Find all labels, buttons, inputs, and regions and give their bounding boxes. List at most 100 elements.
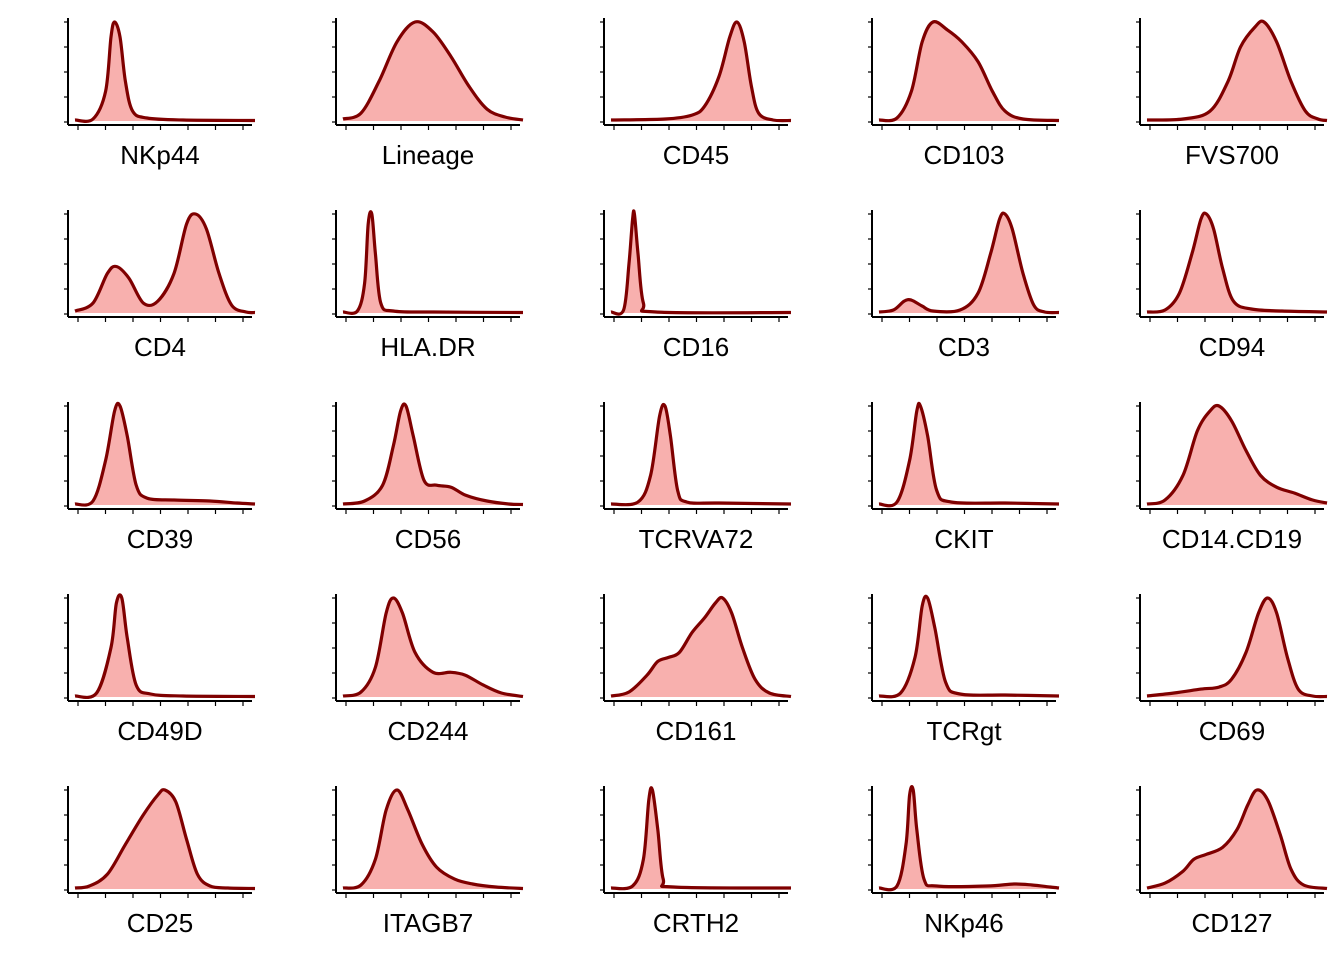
density-area <box>1147 405 1327 505</box>
density-line <box>1146 596 1328 699</box>
panel-label: CD69 <box>1198 716 1266 746</box>
density-panel: CD127 <box>1072 768 1340 960</box>
density-area <box>75 594 255 698</box>
density-plot <box>868 785 1060 898</box>
density-area <box>879 596 1059 697</box>
density-panel: FVS700 <box>1072 0 1340 192</box>
density-plot <box>600 402 792 514</box>
density-line <box>74 788 256 891</box>
panel-label: CD14.CD19 <box>1161 524 1303 554</box>
panel-label: CD16 <box>662 332 730 362</box>
panel-label: TCRVA72 <box>638 524 754 554</box>
density-plot <box>332 18 524 130</box>
panel-label: CD127 <box>1191 908 1273 938</box>
density-panel: CD49D <box>0 576 268 768</box>
density-area <box>343 21 523 121</box>
density-line <box>74 20 256 123</box>
density-area <box>611 404 791 505</box>
panel-label: CD161 <box>655 716 737 746</box>
density-line <box>610 402 792 507</box>
panel-label: CKIT <box>934 524 994 554</box>
density-plot <box>868 18 1060 130</box>
density-plot <box>868 594 1060 706</box>
density-line <box>1146 211 1328 314</box>
density-plot <box>868 210 1060 322</box>
density-line <box>878 401 1060 508</box>
density-plot <box>1136 18 1328 130</box>
panel-label: CD49D <box>117 716 203 746</box>
density-line <box>610 209 792 316</box>
density-panel: CD56 <box>268 384 536 576</box>
density-line <box>1146 19 1328 123</box>
density-line <box>342 20 524 122</box>
density-area <box>75 403 255 506</box>
density-plot <box>868 401 1060 514</box>
density-line <box>610 20 792 123</box>
density-panel: HLA.DR <box>268 192 536 384</box>
density-plot <box>1136 594 1328 706</box>
density-plot <box>600 18 792 130</box>
density-line <box>610 786 792 891</box>
panel-label: CRTH2 <box>652 908 740 938</box>
panel-label: CD3 <box>937 332 990 362</box>
panel-label: Lineage <box>381 140 475 170</box>
density-area <box>1147 213 1327 313</box>
density-line <box>342 402 524 507</box>
panel-label: CD4 <box>133 332 186 362</box>
density-area <box>611 787 791 889</box>
density-area <box>75 789 255 889</box>
density-line <box>74 212 256 315</box>
panel-label: CD244 <box>387 716 469 746</box>
density-area <box>343 211 523 314</box>
density-area <box>611 210 791 315</box>
density-panel: CD25 <box>0 768 268 960</box>
density-area <box>611 21 791 121</box>
panel-label: NKp44 <box>120 140 200 170</box>
density-area <box>1147 21 1327 121</box>
density-panel: Lineage <box>268 0 536 192</box>
density-area <box>75 213 255 313</box>
density-panel: CD45 <box>536 0 804 192</box>
density-plot <box>1136 786 1328 898</box>
density-line <box>610 595 792 699</box>
density-panel: CD14.CD19 <box>1072 384 1340 576</box>
density-plot <box>64 593 256 706</box>
density-plot <box>1136 402 1328 514</box>
density-line <box>342 210 524 315</box>
density-line <box>878 20 1060 123</box>
density-line <box>342 788 524 891</box>
panel-label: FVS700 <box>1185 140 1279 170</box>
density-area <box>343 404 523 505</box>
density-area <box>343 790 523 889</box>
panel-label: TCRgt <box>926 716 1002 746</box>
panel-label: CD94 <box>1198 332 1266 362</box>
density-plot <box>64 401 256 514</box>
density-panel: CD161 <box>536 576 804 768</box>
density-panel: CKIT <box>804 384 1072 576</box>
panel-label: NKp46 <box>924 908 1004 938</box>
density-panel: CD39 <box>0 384 268 576</box>
density-plot <box>64 210 256 322</box>
density-plot <box>600 209 792 322</box>
panel-label: HLA.DR <box>380 332 476 362</box>
density-panel: TCRgt <box>804 576 1072 768</box>
density-panel: CD16 <box>536 192 804 384</box>
panel-label: CD25 <box>126 908 194 938</box>
density-plot <box>332 594 524 706</box>
density-line <box>1146 788 1328 891</box>
density-panel: CD244 <box>268 576 536 768</box>
density-panel: CD94 <box>1072 192 1340 384</box>
density-area <box>879 21 1059 121</box>
density-area <box>611 597 791 697</box>
panel-label: CD103 <box>923 140 1005 170</box>
density-line <box>878 594 1060 699</box>
density-line <box>342 596 524 699</box>
density-line <box>74 401 256 507</box>
density-line <box>878 211 1060 315</box>
density-panel: CD4 <box>0 192 268 384</box>
panel-label: CD56 <box>394 524 462 554</box>
density-plot <box>64 18 256 130</box>
density-area <box>1147 789 1327 889</box>
density-line <box>74 593 256 699</box>
panel-label: CD39 <box>126 524 194 554</box>
